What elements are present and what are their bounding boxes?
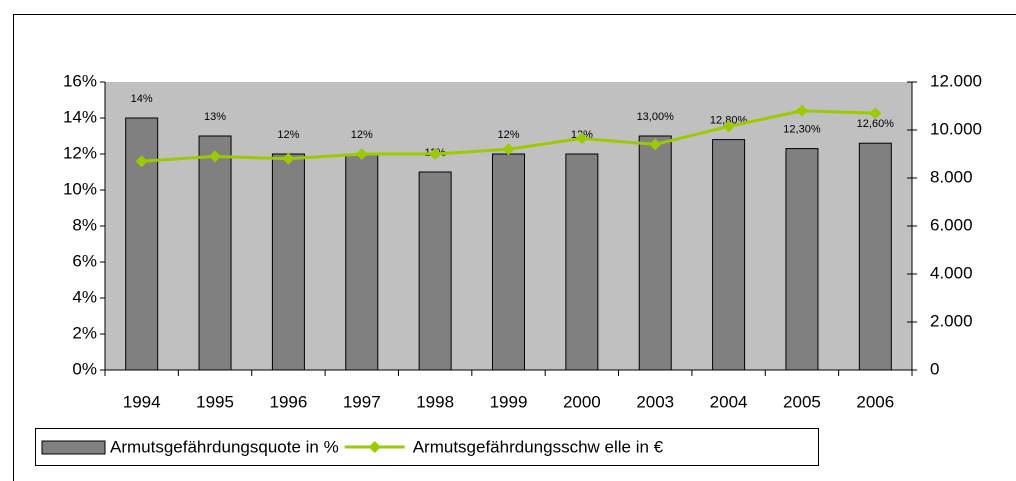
legend-label: Armutsgefährdungsquote in % [110,437,339,456]
y2-tick-label: 12.000 [930,71,982,90]
line-marker [135,155,148,168]
y2-tick-label: 10.000 [930,119,982,138]
data-label: 12% [497,129,519,141]
data-label: 13% [204,111,226,123]
y-tick-label: 12% [63,143,97,162]
legend-marker [368,441,381,453]
line-marker [575,132,588,145]
x-tick-label: 2003 [636,392,674,411]
y-tick-label: 8% [72,215,97,234]
bar [418,171,452,371]
bar [638,135,672,371]
x-tick-label: 2005 [783,392,821,411]
legend-label: Armutsgefährdungsschw elle in € [413,437,664,456]
bar [345,153,379,371]
y-tick-label: 10% [63,179,97,198]
y-tick-label: 2% [72,323,97,342]
bar [492,153,525,371]
bar [712,139,746,371]
bar [565,153,599,371]
data-label: 13,00% [637,111,675,123]
data-label: 12,30% [783,124,821,136]
x-tick-label: 2004 [710,392,748,411]
x-tick-label: 2000 [563,392,601,411]
y2-tick-label: 4.000 [930,263,973,282]
line-marker [429,148,442,160]
data-label: 12% [351,129,373,141]
legend-swatch [41,440,106,455]
x-tick-label: 1996 [269,392,307,411]
y2-tick-label: 8.000 [930,167,973,186]
line-marker [355,148,368,160]
y2-tick-label: 0 [930,359,939,378]
data-label: 12,60% [857,118,895,130]
y-tick-label: 0% [72,359,97,378]
line-marker [502,143,515,156]
x-tick-label: 1995 [196,392,234,411]
bar [198,135,232,371]
line-marker [282,152,295,165]
bar [785,148,819,371]
line-marker [722,120,735,133]
legend-box [35,428,819,466]
x-tick-label: 1998 [416,392,454,411]
line-marker [649,138,662,151]
data-label: 12% [277,129,299,141]
x-tick-label: 1994 [123,392,161,411]
line-marker [795,104,808,117]
x-tick-label: 1999 [490,392,528,411]
y-tick-label: 16% [63,71,97,90]
bar [271,153,305,371]
y2-tick-label: 2.000 [930,311,973,330]
data-label: 14% [131,93,153,105]
line-marker [209,150,222,163]
x-tick-label: 2006 [856,392,894,411]
line-marker [869,107,882,120]
y-tick-label: 4% [72,287,97,306]
y-tick-label: 6% [72,251,97,270]
y2-tick-label: 6.000 [930,215,973,234]
x-tick-label: 1997 [343,392,381,411]
y-tick-label: 14% [63,107,97,126]
bar [858,142,892,371]
